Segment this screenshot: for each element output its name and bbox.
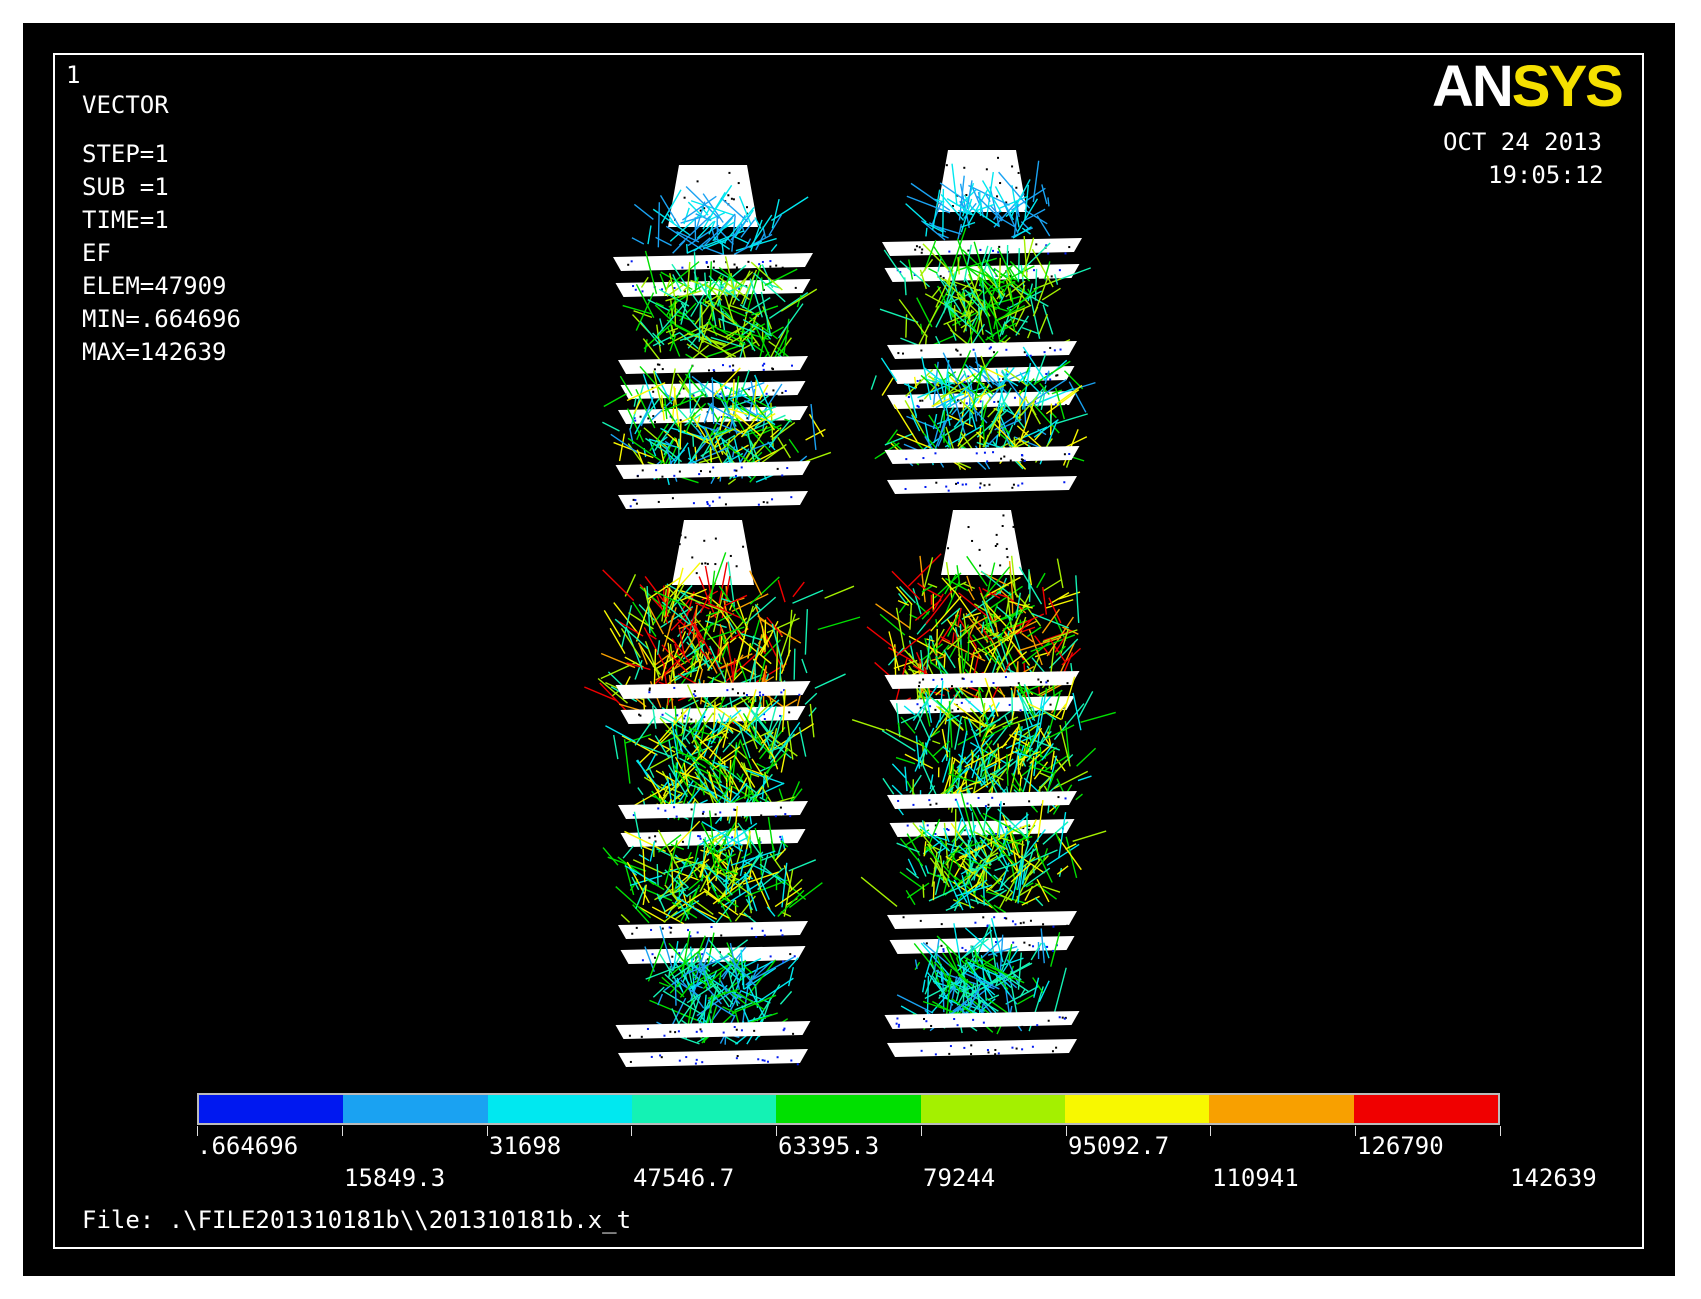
- info-result-item: EF: [82, 239, 111, 267]
- info-step: STEP=1: [82, 140, 169, 168]
- info-sub: SUB =1: [82, 173, 169, 201]
- legend-value-3: 47546.7: [633, 1164, 735, 1192]
- plot-date: OCT 24 2013: [1443, 128, 1602, 156]
- logo-sys: SYS: [1511, 54, 1624, 119]
- legend-tick-3: [631, 1126, 632, 1136]
- legend-value-2: 31698: [489, 1132, 562, 1160]
- legend-swatch-5: [920, 1095, 1065, 1123]
- legend-swatch-2: [487, 1095, 632, 1123]
- graphics-window: [23, 23, 1675, 1276]
- legend-value-0: .664696: [197, 1132, 299, 1160]
- file-label: File: .\FILE201310181b\\201310181b.x_t: [82, 1206, 632, 1234]
- legend-tick-0: [197, 1126, 198, 1136]
- info-min: MIN=.664696: [82, 305, 241, 333]
- legend-tick-8: [1355, 1126, 1356, 1136]
- legend-tick-9: [1500, 1126, 1501, 1136]
- legend-tick-6: [1066, 1126, 1067, 1136]
- info-max: MAX=142639: [82, 338, 227, 366]
- info-elem: ELEM=47909: [82, 272, 227, 300]
- insulator-column-left: [584, 165, 861, 1067]
- legend-tick-2: [487, 1126, 488, 1136]
- legend-tick-4: [776, 1126, 777, 1136]
- legend-swatch-0: [199, 1095, 344, 1123]
- legend-tick-5: [921, 1126, 922, 1136]
- legend-tick-1: [342, 1126, 343, 1136]
- logo-an: AN: [1432, 54, 1514, 119]
- insulator-column-right: [851, 150, 1116, 1057]
- legend-tick-7: [1210, 1126, 1211, 1136]
- legend-swatch-6: [1064, 1095, 1210, 1123]
- legend-swatch-7: [1209, 1095, 1354, 1123]
- legend-value-6: 95092.7: [1068, 1132, 1170, 1160]
- legend-value-8: 126790: [1357, 1132, 1444, 1160]
- legend-value-5: 79244: [923, 1164, 996, 1192]
- plot-border: [53, 53, 1644, 1249]
- legend-value-4: 63395.3: [778, 1132, 880, 1160]
- legend-swatch-3: [631, 1095, 777, 1123]
- ansys-logo: ANSYS: [1432, 58, 1624, 116]
- contour-legend-bar: [197, 1093, 1500, 1125]
- legend-value-1: 15849.3: [344, 1164, 446, 1192]
- plot-time: 19:05:12: [1488, 161, 1604, 189]
- legend-swatch-1: [343, 1095, 488, 1123]
- legend-value-9: 142639: [1510, 1164, 1597, 1192]
- legend-swatch-8: [1353, 1095, 1498, 1123]
- legend-value-7: 110941: [1212, 1164, 1299, 1192]
- legend-swatch-4: [776, 1095, 921, 1123]
- plot-type-label: VECTOR: [82, 91, 169, 119]
- info-time: TIME=1: [82, 206, 169, 234]
- window-number: 1: [66, 61, 81, 89]
